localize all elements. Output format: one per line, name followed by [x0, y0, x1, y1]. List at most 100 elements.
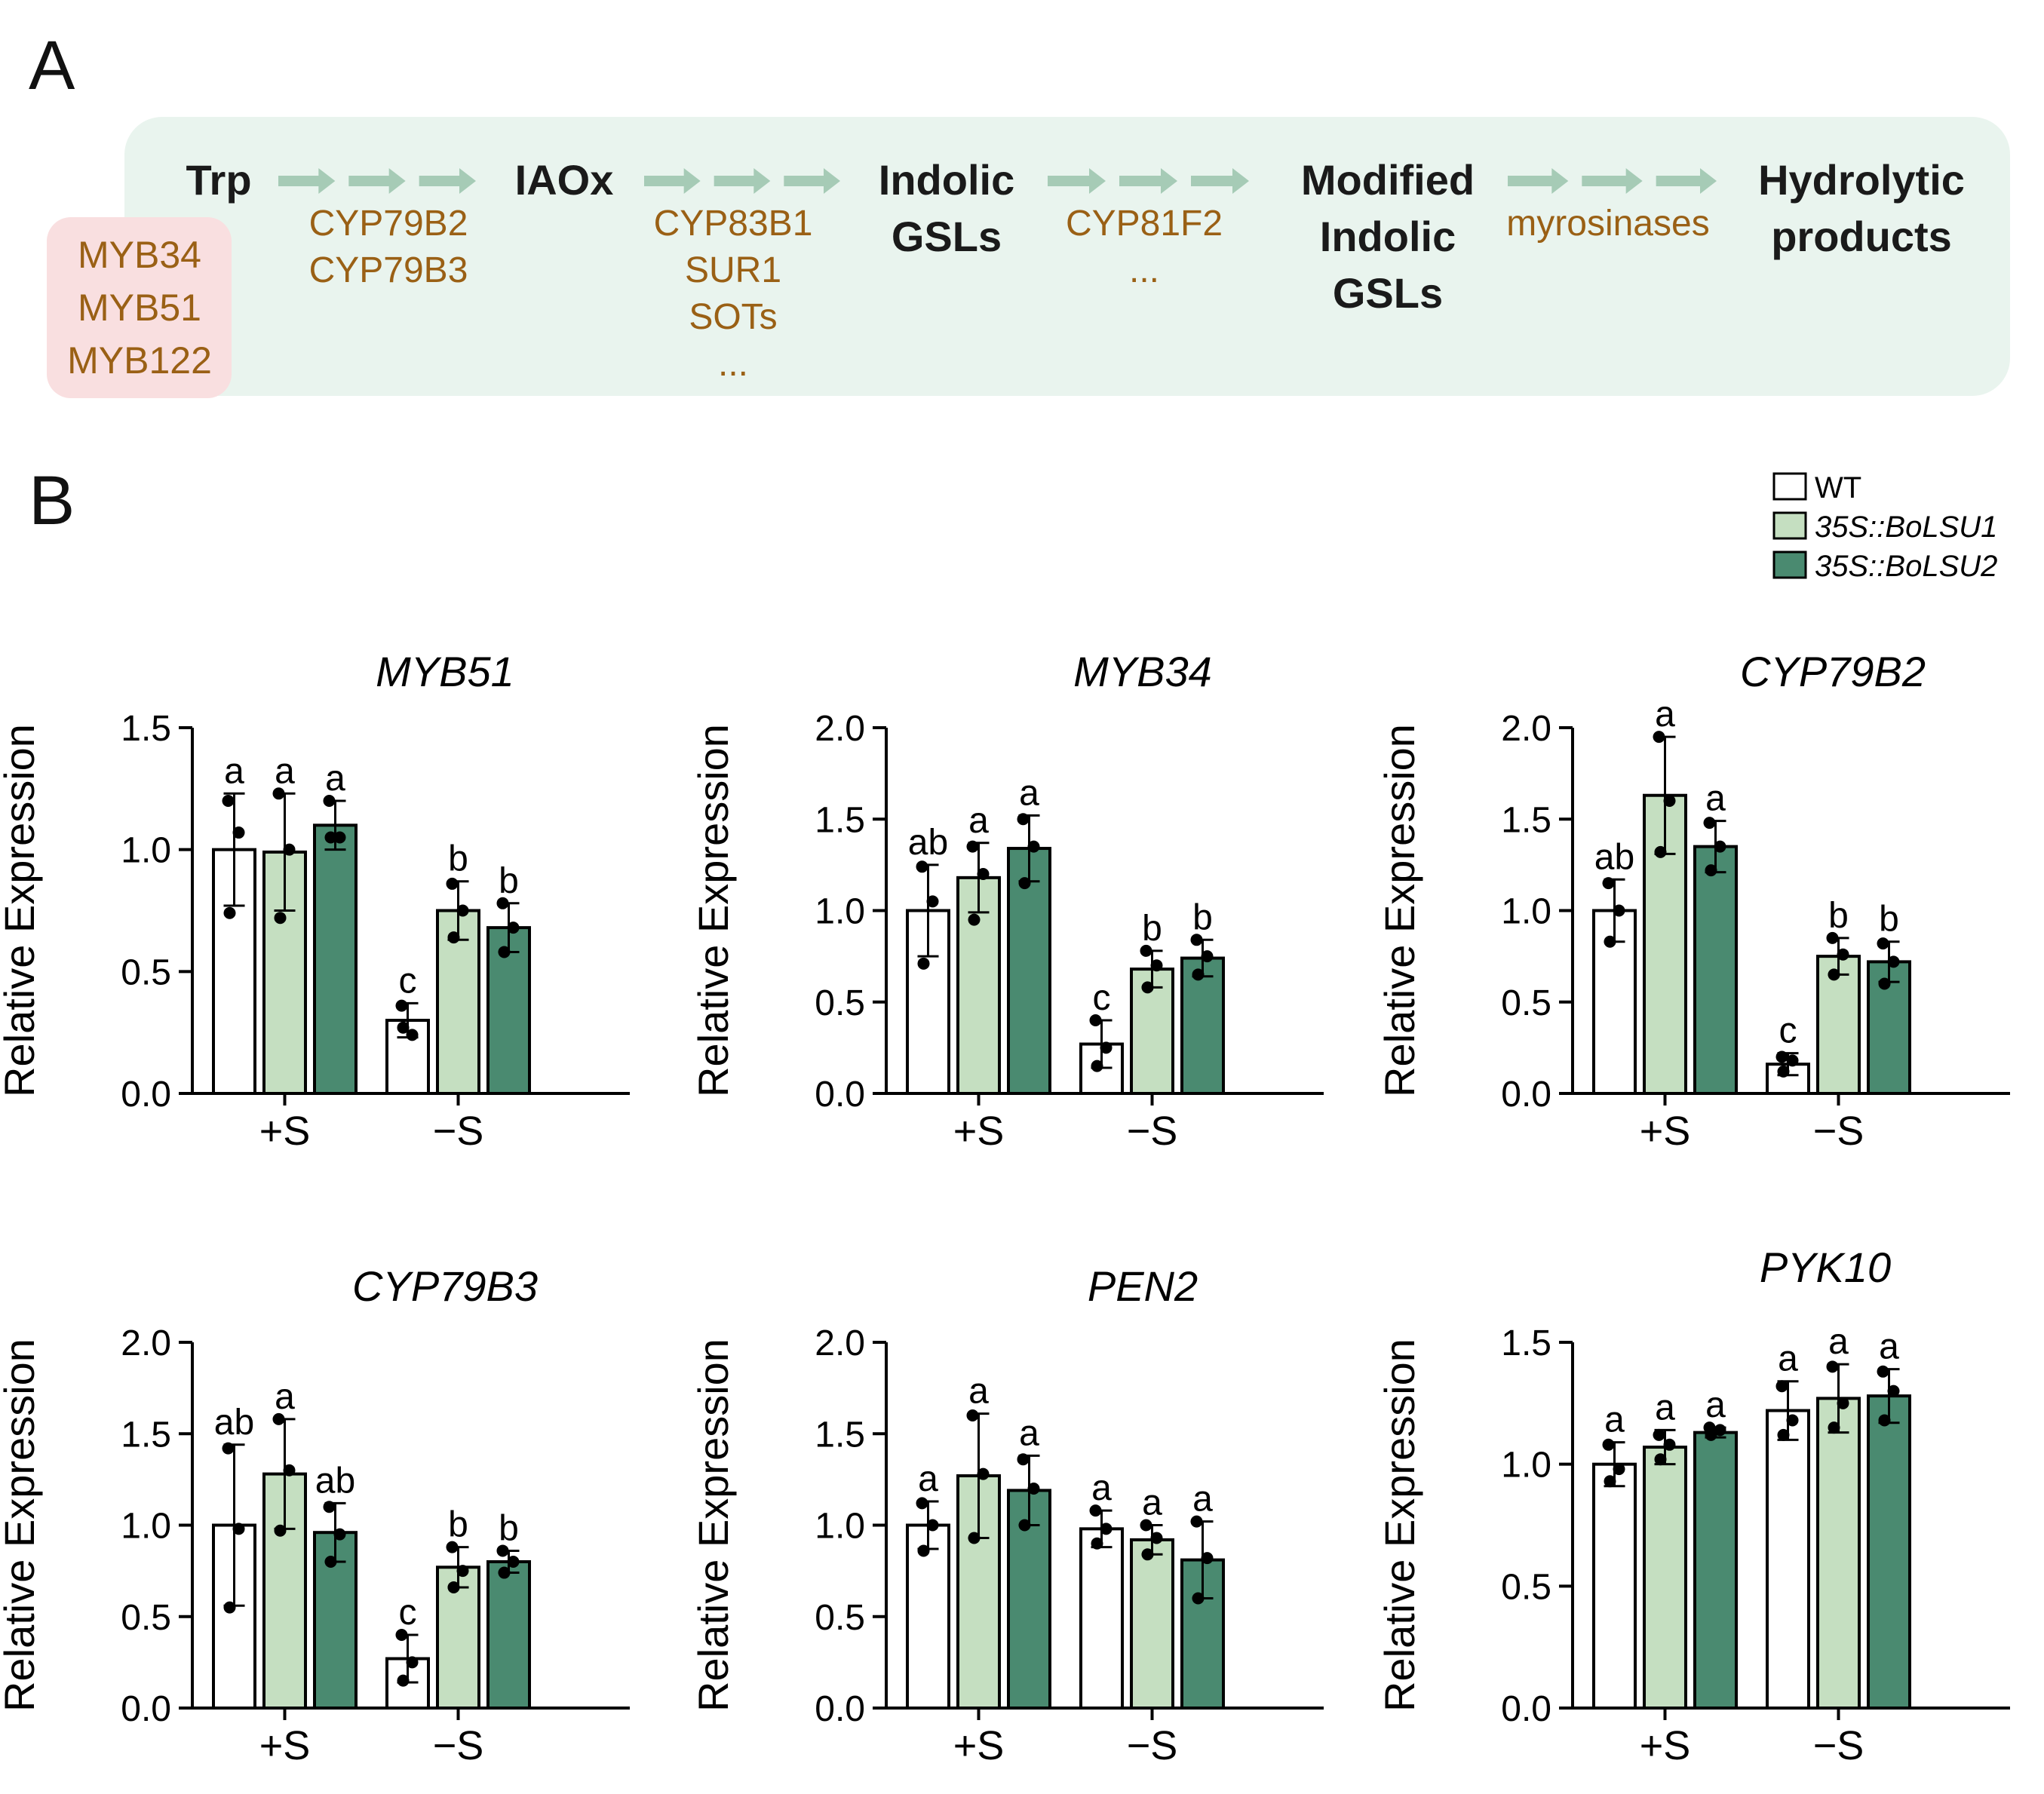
data-point: [1141, 1548, 1154, 1561]
chart-pen2: PEN2 Relative Expression 0.0 0.5 1.0 1.5 2.0 +S…: [689, 1262, 1324, 1768]
x-tick-label: −S: [1127, 1109, 1178, 1154]
data-point: [1786, 1054, 1799, 1067]
significance-letter: c: [399, 1593, 417, 1633]
pathway-arrow-0-1: [348, 168, 406, 194]
legend-label-0: WT: [1815, 471, 1861, 504]
data-point: [1089, 1014, 1102, 1026]
chart-cyp79b3: CYP79B3 Relative Expression 0.0 0.5 1.0 1.5 2.…: [0, 1262, 630, 1768]
data-point: [1775, 1050, 1788, 1063]
significance-letter: a: [968, 1372, 989, 1412]
significance-letter: a: [1655, 1388, 1675, 1428]
bar: [1130, 1538, 1174, 1710]
data-point: [446, 877, 459, 890]
x-tick-label: +S: [259, 1109, 311, 1154]
chart-title: PYK10: [1760, 1244, 1891, 1291]
data-point: [232, 826, 245, 839]
data-point: [1140, 1519, 1152, 1532]
pathway-arrow-2-0: [1048, 168, 1106, 194]
significance-letter: a: [275, 751, 295, 791]
significance-letter: b: [1192, 897, 1213, 937]
significance-letter: a: [1192, 1480, 1213, 1520]
data-point: [324, 831, 337, 844]
data-point: [395, 1629, 408, 1641]
data-point: [397, 1674, 410, 1687]
y-tick-label: 1.0: [815, 1507, 865, 1547]
data-point: [977, 1467, 990, 1480]
significance-letter: c: [1779, 1011, 1797, 1051]
y-tick-label: 0.0: [121, 1075, 171, 1115]
pathway-arrow-3-0: [1508, 168, 1569, 194]
data-point: [456, 1565, 469, 1578]
bar: [1693, 845, 1738, 1095]
pathway-background: [124, 117, 2010, 396]
bar: [1007, 1489, 1051, 1710]
y-axis-label: Relative Expression: [689, 724, 737, 1097]
significance-letter: ab: [214, 1403, 254, 1443]
bar: [1766, 1409, 1810, 1710]
chart-cyp79b2: CYP79B2 Relative Expression 0.0 0.5 1.0 1.5 2.…: [1376, 648, 2010, 1154]
bar: [1643, 793, 1687, 1095]
data-point: [1878, 977, 1891, 990]
data-point: [966, 1409, 979, 1421]
x-tick-label: −S: [1813, 1109, 1864, 1154]
significance-letter: a: [1778, 1339, 1798, 1379]
enzyme-label-0-0: CYP79B2: [309, 204, 468, 244]
pathway-arrow-0-0: [278, 168, 336, 194]
pathway-arrow-2-1: [1119, 168, 1177, 194]
data-point: [1140, 944, 1152, 957]
panel-a-pathway: A MYB34 MYB51 MYB122 Trp IAOx Indolic GSLs Modif…: [29, 27, 2010, 398]
y-tick-label: 1.0: [815, 892, 865, 932]
data-point: [1190, 1515, 1203, 1528]
data-point: [968, 1532, 981, 1544]
data-point: [1613, 904, 1625, 917]
pathway-arrow-3-1: [1582, 168, 1643, 194]
y-tick-label: 1.0: [121, 1507, 171, 1547]
bar: [1007, 847, 1051, 1096]
pathway-arrow-1-0: [644, 168, 701, 194]
pathway-node-2-line-0: Indolic: [879, 156, 1014, 204]
y-tick-label: 1.5: [1501, 800, 1551, 840]
data-point: [274, 912, 287, 925]
y-tick-label: 0.0: [815, 1075, 865, 1115]
y-tick-label: 1.5: [121, 1415, 171, 1455]
data-point: [1100, 1523, 1113, 1535]
significance-letter: b: [499, 861, 519, 901]
y-tick-label: 0.0: [1501, 1689, 1551, 1729]
bar: [1867, 1394, 1911, 1710]
data-point: [274, 1524, 287, 1537]
bar: [906, 1523, 950, 1710]
pathway-node-4-line-0: Hydrolytic: [1758, 156, 1965, 204]
data-point: [1828, 968, 1840, 981]
regulator-myb122: MYB122: [67, 339, 212, 382]
pathway-arrow-0-2: [419, 168, 476, 194]
enzyme-label-1-0: CYP83B1: [654, 204, 813, 244]
significance-letter: a: [224, 751, 244, 791]
data-point: [1705, 864, 1717, 877]
significance-letter: a: [1604, 1400, 1625, 1440]
data-point: [966, 840, 979, 853]
data-point: [446, 1541, 459, 1553]
y-axis-label: Relative Expression: [689, 1339, 737, 1712]
enzyme-label-0-1: CYP79B3: [309, 250, 468, 290]
pathway-arrow-1-2: [784, 168, 840, 194]
significance-letter: a: [275, 1377, 295, 1417]
significance-letter: ab: [1594, 837, 1634, 877]
data-point: [496, 897, 509, 909]
significance-letter: a: [1828, 1322, 1849, 1362]
x-tick-label: +S: [259, 1723, 311, 1768]
data-point: [1877, 1365, 1889, 1378]
data-point: [916, 1497, 928, 1510]
y-tick-label: 0.0: [815, 1689, 865, 1729]
data-point: [324, 1556, 337, 1568]
y-tick-label: 1.5: [815, 800, 865, 840]
data-point: [917, 1544, 930, 1557]
data-point: [1201, 950, 1214, 963]
pathway-node-0-line-0: Trp: [186, 156, 251, 204]
data-point: [917, 957, 930, 970]
significance-letter: a: [1879, 1327, 1899, 1367]
bar: [1079, 1042, 1124, 1096]
y-tick-label: 2.0: [815, 1323, 865, 1363]
enzyme-label-1-2: SOTs: [689, 297, 777, 337]
